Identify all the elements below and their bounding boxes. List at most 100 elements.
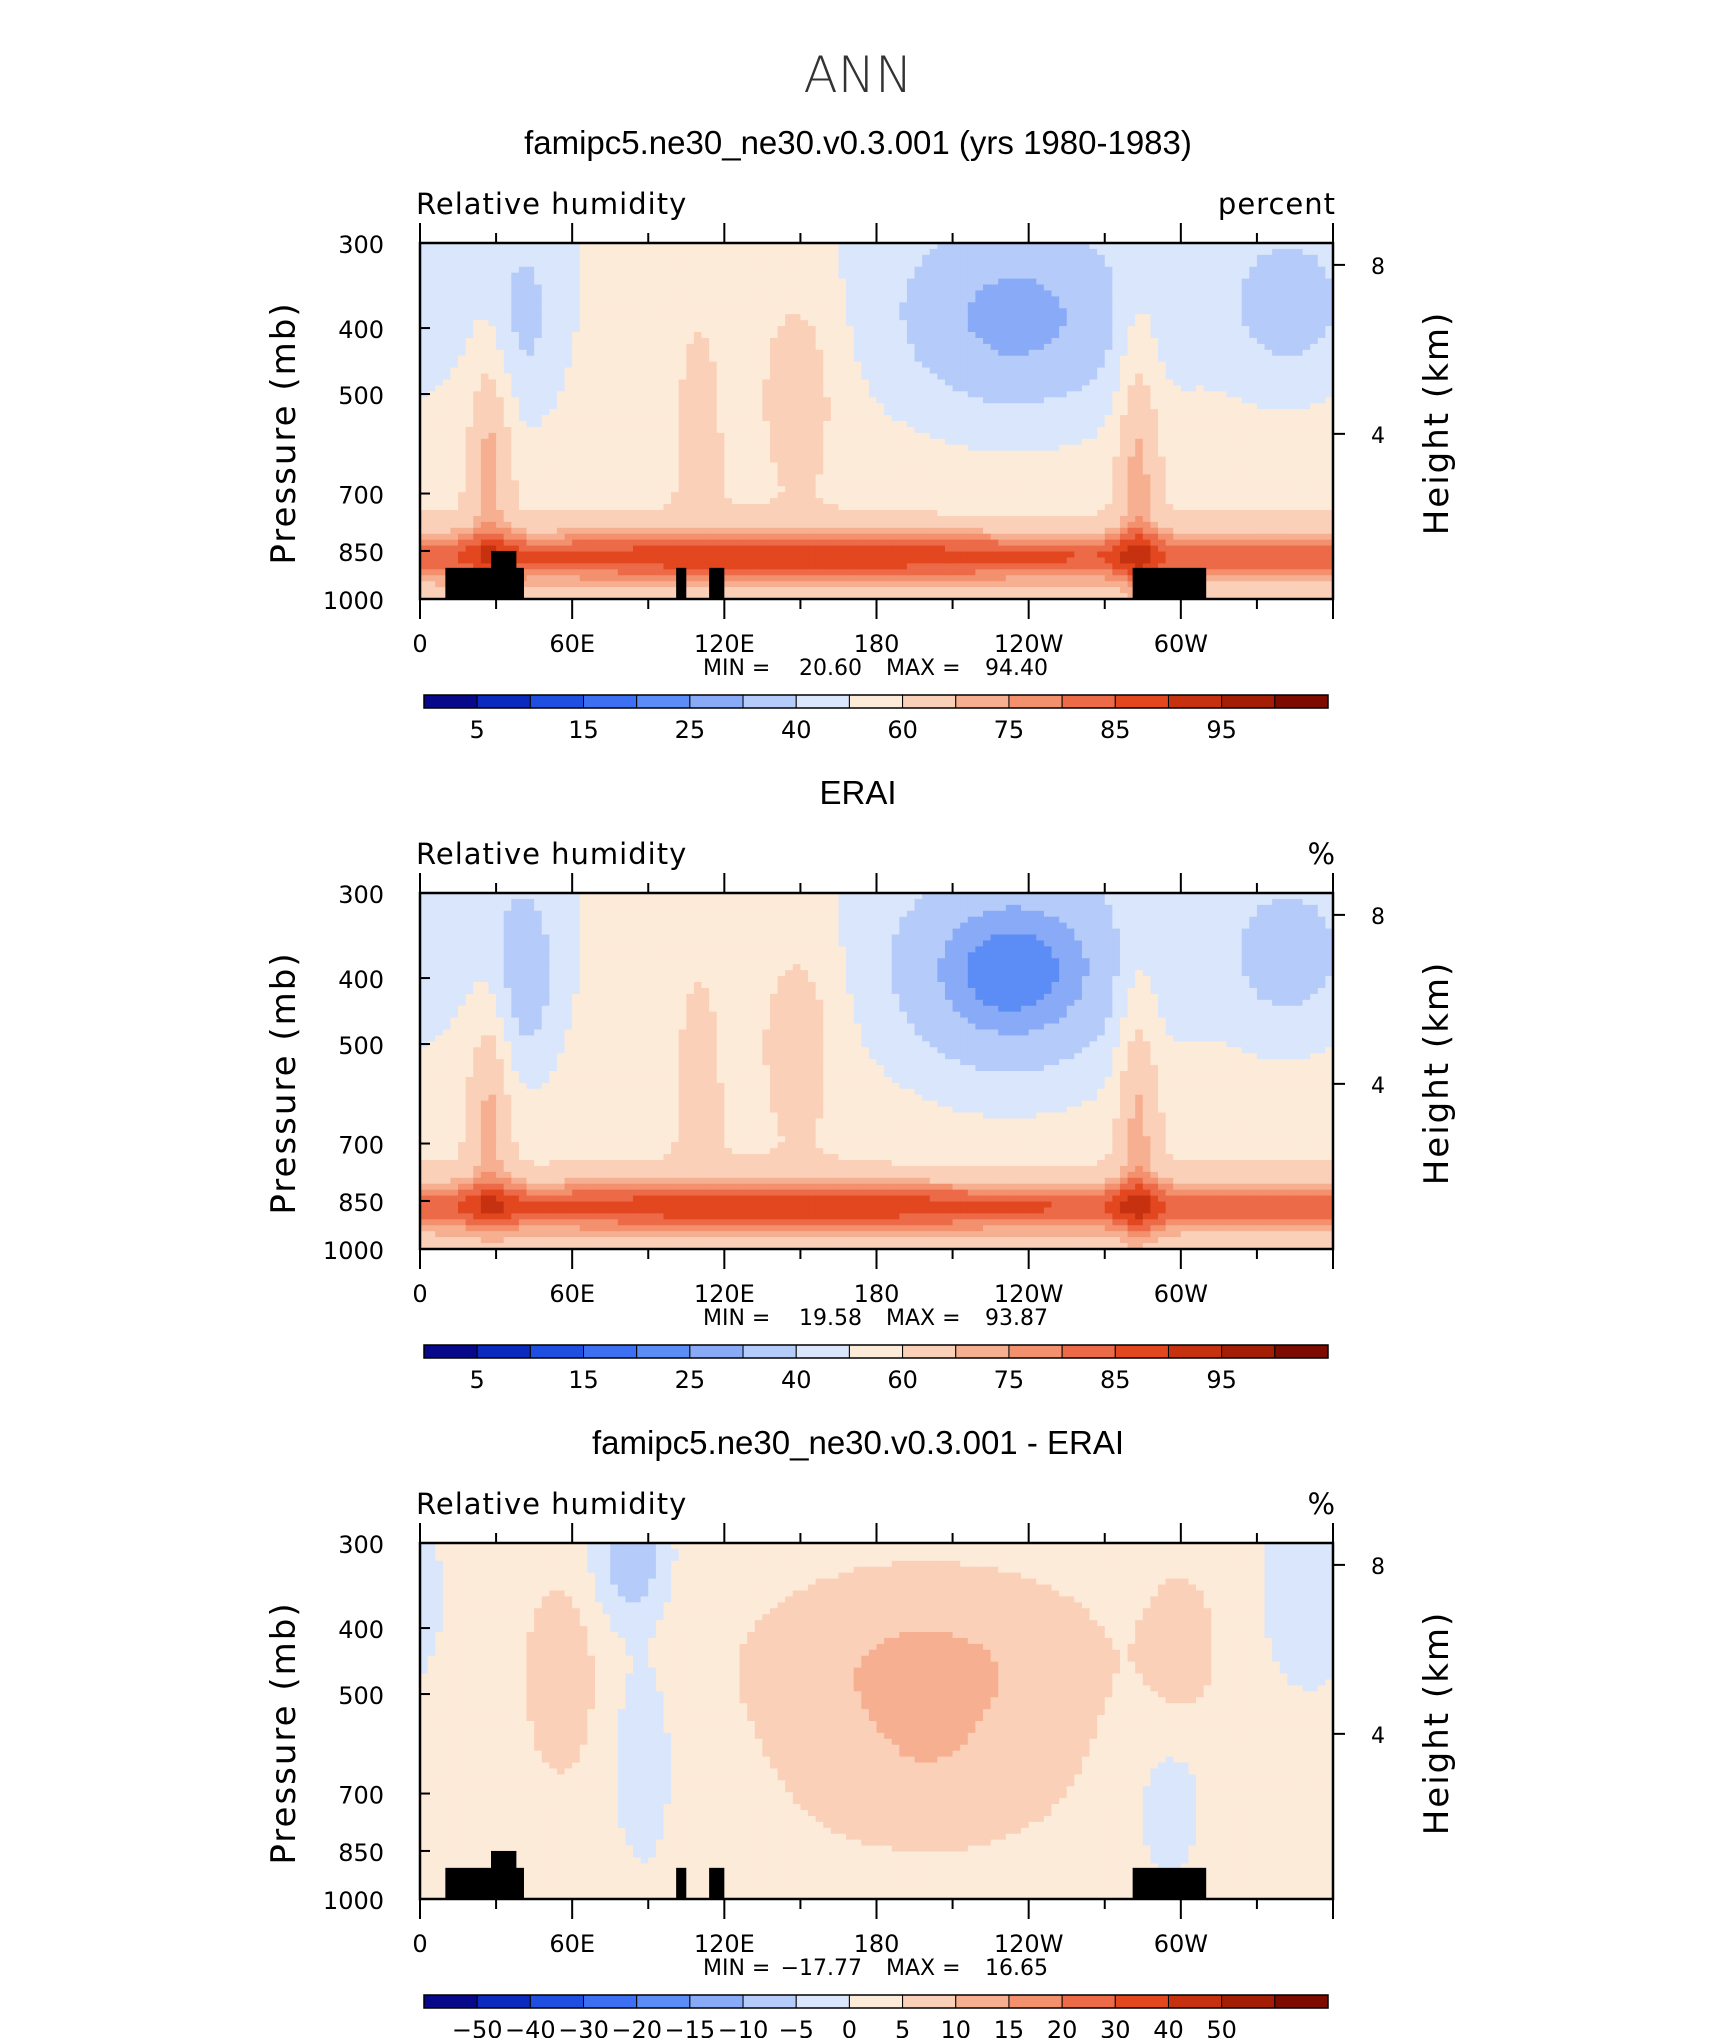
field-cell <box>511 332 520 339</box>
field-cell <box>891 409 900 416</box>
field-cell <box>541 296 550 303</box>
field-cell <box>967 403 977 410</box>
field-cell <box>693 361 703 369</box>
field-cell <box>724 432 733 440</box>
field-cell <box>1165 367 1174 375</box>
field-cell <box>876 474 885 481</box>
field-cell <box>1021 468 1030 475</box>
field-cell <box>572 284 581 292</box>
field-cell <box>1013 397 1022 404</box>
field-cell <box>1287 468 1296 475</box>
field-cell <box>884 361 893 369</box>
field-cell <box>846 415 855 422</box>
field-cell <box>541 486 550 493</box>
field-cell <box>1135 284 1144 292</box>
field-cell <box>480 361 490 369</box>
field-cell <box>1059 397 1068 404</box>
field-cell <box>1218 290 1228 297</box>
field-cell <box>465 486 474 493</box>
field-cell <box>716 254 725 262</box>
field-cell <box>534 373 543 381</box>
field-cell <box>724 320 733 327</box>
field-cell <box>823 272 832 280</box>
field-cell <box>633 415 642 422</box>
field-cell <box>808 278 817 286</box>
field-cell <box>693 403 703 410</box>
field-cell <box>480 266 490 274</box>
field-cell <box>541 385 550 392</box>
field-cell <box>1135 272 1144 280</box>
field-cell <box>823 320 832 327</box>
field-cell <box>1112 254 1121 262</box>
field-cell <box>1081 278 1091 286</box>
field-cell <box>1165 296 1174 303</box>
field-cell <box>929 326 938 333</box>
field-cell <box>655 248 665 256</box>
field-cell <box>724 403 733 410</box>
field-cell <box>808 462 817 470</box>
field-cell <box>488 397 497 404</box>
field-cell <box>1142 456 1151 464</box>
field-cell <box>960 468 969 475</box>
field-cell <box>1158 332 1167 339</box>
field-cell <box>488 450 497 458</box>
field-cell <box>640 343 649 351</box>
field-cell <box>549 432 558 440</box>
field-cell <box>1211 349 1220 357</box>
field-cell <box>1074 308 1083 315</box>
field-cell <box>747 290 756 297</box>
field-cell <box>1287 266 1296 274</box>
field-cell <box>671 480 680 487</box>
field-cell <box>450 349 459 357</box>
field-cell <box>830 260 840 268</box>
field-cell <box>572 290 581 297</box>
field-cell <box>1196 243 1205 250</box>
field-cell <box>716 290 725 297</box>
field-cell <box>1028 284 1037 292</box>
field-cell <box>884 468 893 475</box>
field-cell <box>1203 349 1212 357</box>
field-cell <box>983 397 992 404</box>
field-cell <box>458 260 467 268</box>
field-cell <box>747 272 756 280</box>
field-cell <box>769 302 779 309</box>
field-cell <box>541 248 550 256</box>
field-cell <box>1173 379 1182 386</box>
field-cell <box>1325 314 1333 321</box>
field-cell <box>503 343 512 351</box>
field-cell <box>1089 248 1098 256</box>
field-cell <box>640 409 649 416</box>
field-cell <box>1218 266 1228 274</box>
field-cell <box>655 486 665 493</box>
field-cell <box>914 260 923 268</box>
field-cell <box>861 385 870 392</box>
field-cell <box>868 468 878 475</box>
field-cell <box>587 379 596 386</box>
field-cell <box>937 260 946 268</box>
field-cell <box>731 332 741 339</box>
field-cell <box>625 320 634 327</box>
field-cell <box>435 462 444 470</box>
field-cell <box>876 367 885 375</box>
field-cell <box>556 450 566 458</box>
field-cell <box>465 444 474 452</box>
field-cell <box>1028 248 1037 256</box>
field-cell <box>1188 462 1197 470</box>
field-cell <box>967 266 977 274</box>
field-cell <box>518 260 528 268</box>
field-cell <box>1028 326 1037 333</box>
field-cell <box>952 337 961 345</box>
field-cell <box>769 243 779 250</box>
field-cell <box>633 421 642 428</box>
field-cell <box>1089 326 1098 333</box>
field-cell <box>846 361 855 369</box>
field-cell <box>442 349 452 357</box>
field-cell <box>1226 397 1235 404</box>
field-cell <box>1059 337 1068 345</box>
field-cell <box>1196 385 1205 392</box>
field-cell <box>952 397 961 404</box>
field-cell <box>617 462 627 470</box>
field-cell <box>891 302 900 309</box>
field-cell <box>1249 248 1258 256</box>
field-cell <box>1180 367 1190 375</box>
